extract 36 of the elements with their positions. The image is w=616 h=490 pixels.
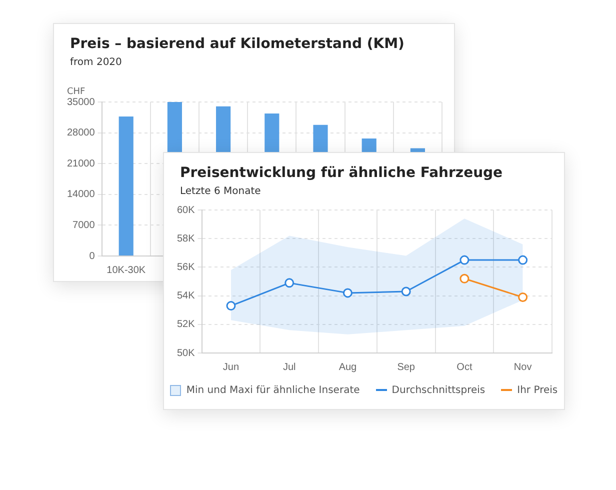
chart-title: Preis – basierend auf Kilometerstand (KM)	[70, 36, 404, 52]
chart-subtitle: Letzte 6 Monate	[180, 186, 261, 197]
point	[460, 274, 470, 284]
y-tick-label: 60K	[176, 204, 196, 216]
legend-label: Ihr Preis	[516, 385, 558, 396]
y-tick-label: 28000	[66, 128, 96, 139]
y-tick-label: 0	[89, 250, 96, 262]
x-tick-label: Jun	[222, 362, 240, 373]
chart-title: Preisentwicklung für ähnliche Fahrzeuge	[180, 165, 503, 181]
y-tick-label: 21000	[66, 158, 96, 170]
point	[401, 286, 411, 296]
point	[226, 301, 236, 311]
y-tick-label: 52K	[176, 319, 196, 330]
x-tick-label: 10K-30K	[106, 264, 146, 276]
x-tick-label: Jul	[282, 362, 296, 373]
x-tick-label: Aug	[338, 362, 357, 373]
point	[284, 278, 294, 288]
y-tick-label: 35000	[66, 96, 96, 108]
point	[518, 255, 528, 265]
y-tick-label: 54K	[176, 290, 196, 302]
y-tick-label: 14000	[66, 189, 96, 200]
legend-label: Durchschnittspreis	[390, 385, 486, 396]
y-axis-title: CHF	[67, 87, 86, 97]
point	[342, 288, 352, 298]
bar	[118, 116, 134, 256]
x-tick-label: Sep	[397, 362, 416, 373]
point	[460, 255, 470, 265]
x-tick-label: Nov	[514, 362, 532, 373]
y-tick-label: 58K	[176, 233, 196, 244]
y-tick-label: 7000	[72, 220, 96, 231]
y-tick-label: 56K	[176, 262, 196, 273]
x-tick-label: Oct	[456, 362, 472, 373]
chart-subtitle: from 2020	[70, 57, 122, 68]
y-tick-label: 50K	[176, 348, 196, 359]
text: Min und Maxi für ähnliche Inserate	[185, 385, 360, 396]
point	[518, 292, 528, 302]
